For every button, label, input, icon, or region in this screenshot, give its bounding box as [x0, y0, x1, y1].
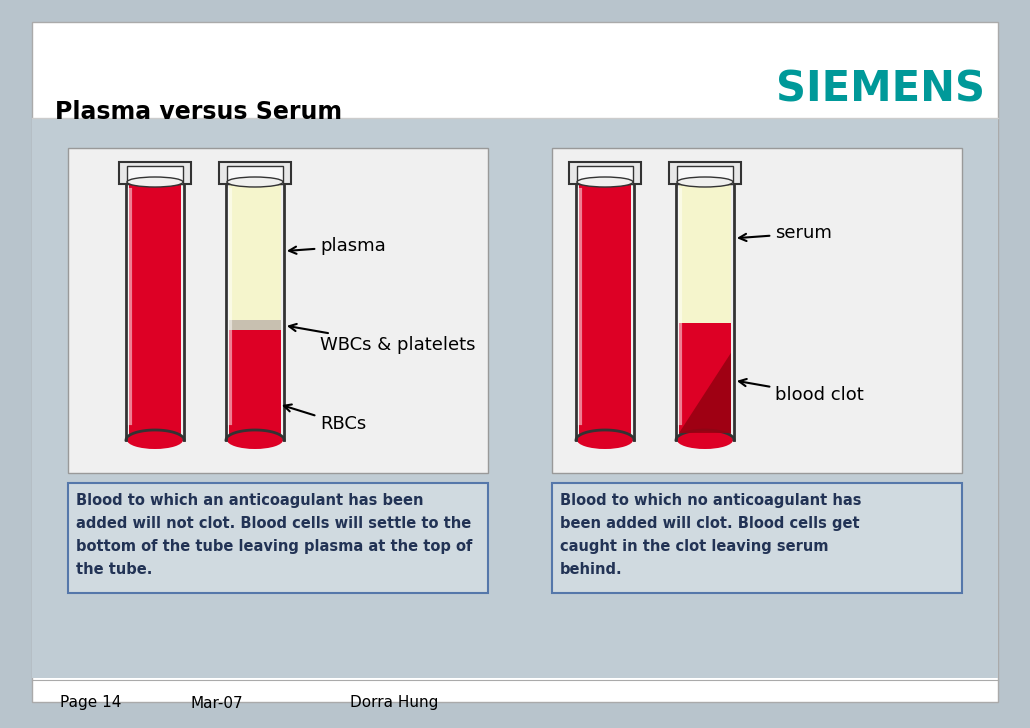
Bar	[670, 162, 741, 184]
Bar	[129, 182, 181, 438]
Bar	[68, 148, 488, 473]
Text: serum: serum	[740, 224, 832, 242]
Bar	[32, 118, 998, 678]
Ellipse shape	[677, 177, 733, 187]
Bar	[229, 320, 281, 331]
Text: Blood to which no anticoagulant has: Blood to which no anticoagulant has	[560, 493, 861, 508]
Text: blood clot: blood clot	[740, 379, 864, 404]
Bar	[227, 166, 283, 184]
Bar	[229, 182, 281, 320]
Bar	[127, 166, 183, 184]
Ellipse shape	[577, 177, 633, 187]
Bar	[119, 162, 191, 184]
Ellipse shape	[127, 431, 183, 449]
Bar	[579, 182, 631, 438]
Ellipse shape	[227, 431, 283, 449]
Bar	[552, 148, 962, 473]
Text: been added will clot. Blood cells get: been added will clot. Blood cells get	[560, 516, 860, 531]
Text: caught in the clot leaving serum: caught in the clot leaving serum	[560, 539, 828, 554]
Ellipse shape	[677, 431, 733, 449]
Text: plasma: plasma	[289, 237, 386, 255]
Bar	[569, 162, 641, 184]
Text: added will not clot. Blood cells will settle to the: added will not clot. Blood cells will se…	[76, 516, 472, 531]
Text: SIEMENS: SIEMENS	[776, 68, 985, 110]
Bar	[577, 166, 633, 184]
Bar	[679, 182, 731, 323]
Ellipse shape	[127, 177, 183, 187]
Ellipse shape	[227, 177, 283, 187]
Text: behind.: behind.	[560, 562, 622, 577]
Ellipse shape	[577, 431, 633, 449]
Text: Mar-07: Mar-07	[190, 695, 243, 711]
Bar	[677, 166, 733, 184]
Text: Dorra Hung: Dorra Hung	[350, 695, 439, 711]
Polygon shape	[679, 353, 731, 433]
Text: Page 14: Page 14	[60, 695, 122, 711]
Text: Plasma versus Serum: Plasma versus Serum	[55, 100, 342, 124]
Bar	[0, 0, 1030, 40]
Bar	[679, 323, 731, 438]
Text: RBCs: RBCs	[284, 405, 367, 433]
Text: bottom of the tube leaving plasma at the top of: bottom of the tube leaving plasma at the…	[76, 539, 473, 554]
Bar	[219, 162, 291, 184]
Bar	[229, 331, 281, 438]
Text: Blood to which an anticoagulant has been: Blood to which an anticoagulant has been	[76, 493, 423, 508]
FancyBboxPatch shape	[68, 483, 488, 593]
Text: WBCs & platelets: WBCs & platelets	[289, 324, 476, 355]
Text: the tube.: the tube.	[76, 562, 152, 577]
FancyBboxPatch shape	[552, 483, 962, 593]
